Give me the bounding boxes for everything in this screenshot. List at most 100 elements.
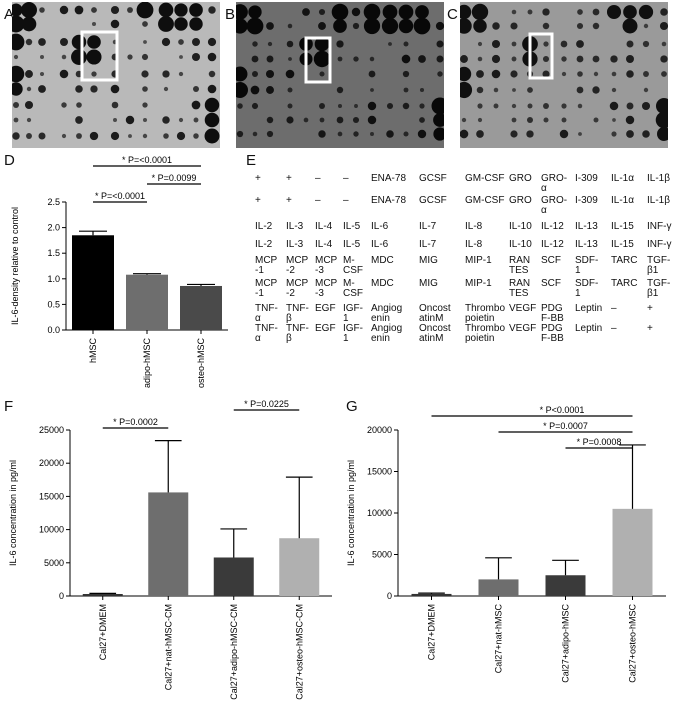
y-axis-label: IL-6 concentration in pg/ml xyxy=(8,460,18,566)
blot-spot xyxy=(419,117,425,123)
array-cell: VEGF xyxy=(509,303,537,314)
blot-spot xyxy=(236,66,248,82)
blot-spot xyxy=(642,40,650,48)
blot-spot xyxy=(460,129,469,139)
blot-spot xyxy=(660,8,668,16)
blot-spot xyxy=(419,103,425,109)
y-tick-label: 20000 xyxy=(39,458,64,468)
blot-spot xyxy=(577,9,583,15)
blot-spot xyxy=(336,116,344,124)
blot-spot xyxy=(542,22,550,30)
blot-spot xyxy=(353,131,359,137)
blot-spot xyxy=(460,81,473,99)
category-label: Cal27+nat-hMSC-CM xyxy=(163,604,173,690)
array-cell: TNF- α xyxy=(255,323,278,344)
blot-spot xyxy=(266,22,274,30)
chart-g-il6-concentration: 0 5000 10000 15000 20000 IL-6 concentration i… xyxy=(340,400,677,727)
array-cell: + xyxy=(647,303,653,314)
blot-spot xyxy=(477,56,483,62)
array-cell: Leptin xyxy=(575,323,603,334)
category-label: Cal27+DMEM xyxy=(98,604,108,660)
significance-label: * P=0.0099 xyxy=(152,173,197,183)
array-cell: IL-12 xyxy=(541,239,564,250)
blot-spot xyxy=(511,117,517,123)
array-cell: TGF- β1 xyxy=(647,278,671,299)
array-cell: IL-6 xyxy=(371,239,389,250)
array-map-table: + + – – ENA-78 GCSF GM-CSF GRO GRO- α I-309 IL-1α I… xyxy=(255,170,677,344)
blot-spot xyxy=(543,117,549,123)
panel-label-d: D xyxy=(4,152,15,169)
array-cell: + xyxy=(286,195,292,206)
array-cell: INF-γ xyxy=(647,239,672,250)
blot-spot xyxy=(543,103,549,109)
blot-spot xyxy=(207,37,217,47)
blot-spot xyxy=(236,4,248,20)
array-cell: GM-CSF xyxy=(465,173,505,184)
array-cell: I-309 xyxy=(575,173,598,184)
blot-spot xyxy=(461,117,467,123)
blot-spot xyxy=(527,87,533,93)
blot-spot xyxy=(576,22,584,30)
blot-spot xyxy=(74,5,84,15)
blot-spot xyxy=(158,16,174,32)
blot-spot xyxy=(318,8,326,16)
bar xyxy=(279,538,320,596)
blot-spot xyxy=(626,130,634,138)
array-cell: GCSF xyxy=(419,195,447,206)
blot-spot xyxy=(25,70,33,78)
y-tick-label: 1.5 xyxy=(47,248,60,258)
blot-spot xyxy=(110,5,120,15)
y-tick-label: 5000 xyxy=(372,550,392,560)
il6-highlight-box xyxy=(80,30,119,82)
blot-spot xyxy=(204,97,220,113)
blot-spot xyxy=(176,131,186,141)
blot-spot xyxy=(192,38,200,46)
blot-spot xyxy=(510,130,518,138)
blot-spot xyxy=(336,86,344,94)
significance-label: * P=0.0002 xyxy=(113,417,158,427)
blot-spot xyxy=(266,86,274,94)
blot-spot xyxy=(491,54,501,64)
bar xyxy=(545,575,586,596)
blot-spot xyxy=(403,41,409,47)
blot-spot xyxy=(21,2,37,18)
blot-spot xyxy=(542,55,550,63)
blot-spot xyxy=(417,129,427,139)
blot-spot xyxy=(592,8,600,16)
array-cell: TNF- α xyxy=(255,303,278,324)
blot-spot xyxy=(626,55,634,63)
array-cell: + xyxy=(286,173,292,184)
bar xyxy=(148,492,189,596)
blot-spot xyxy=(511,56,517,62)
blot-spot xyxy=(491,69,501,79)
blot-spot xyxy=(110,131,120,141)
blot-spot xyxy=(433,127,444,141)
blot-spot xyxy=(593,71,599,77)
blot-spot xyxy=(592,86,600,94)
y-tick-label: 1.0 xyxy=(47,274,60,284)
blot-spot xyxy=(142,133,148,139)
blot-spot xyxy=(403,131,409,137)
blot-spot xyxy=(655,97,668,115)
blot-spot xyxy=(561,71,567,77)
array-cell: IGF- 1 xyxy=(343,303,363,324)
blot-spot xyxy=(413,17,431,35)
blot-spot xyxy=(191,100,201,110)
category-label: Cal27+adipo-hMSC-CM xyxy=(229,604,239,700)
blot-spot xyxy=(313,50,331,68)
blot-spot xyxy=(24,100,34,110)
array-cell: TARC xyxy=(611,255,638,266)
blot-spot xyxy=(641,101,651,111)
panel-label-b: B xyxy=(225,6,236,23)
blot-spot xyxy=(26,133,32,139)
blot-spot xyxy=(527,9,533,15)
blot-spot xyxy=(398,4,414,20)
blot-spot xyxy=(208,6,216,14)
array-cell: IL-12 xyxy=(541,221,564,232)
blot-spot xyxy=(363,3,381,21)
y-tick-label: 0.5 xyxy=(47,299,60,309)
blot-spot xyxy=(287,87,293,93)
blot-spot xyxy=(163,86,169,92)
array-cell: MCP -1 xyxy=(255,278,278,299)
blot-spot xyxy=(207,84,217,94)
